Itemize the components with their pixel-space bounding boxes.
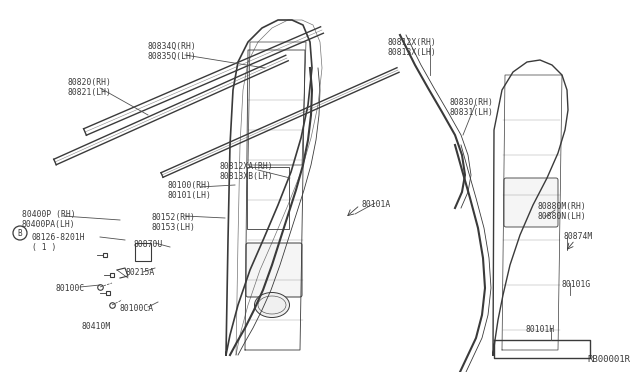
Text: 80820(RH)
80821(LH): 80820(RH) 80821(LH) [67, 78, 111, 97]
Text: 80100(RH)
80101(LH): 80100(RH) 80101(LH) [168, 181, 212, 201]
Text: 80152(RH)
80153(LH): 80152(RH) 80153(LH) [152, 213, 196, 232]
Text: 80870U: 80870U [133, 240, 163, 249]
FancyBboxPatch shape [246, 243, 302, 297]
Text: 80812X(RH)
80813X(LH): 80812X(RH) 80813X(LH) [388, 38, 436, 57]
Text: 80100CA: 80100CA [120, 304, 154, 313]
Text: 80410M: 80410M [82, 322, 111, 331]
FancyBboxPatch shape [504, 178, 558, 227]
Ellipse shape [255, 292, 289, 317]
Text: 08126-8201H
( 1 ): 08126-8201H ( 1 ) [32, 233, 86, 252]
Text: 80874M: 80874M [563, 232, 592, 241]
Text: 80830(RH)
80831(LH): 80830(RH) 80831(LH) [450, 98, 494, 118]
Text: 80100C: 80100C [55, 284, 84, 293]
Text: 80880M(RH)
80880N(LH): 80880M(RH) 80880N(LH) [537, 202, 586, 221]
Text: 80812XA(RH)
80813XB(LH): 80812XA(RH) 80813XB(LH) [220, 162, 274, 182]
Text: 80215A: 80215A [126, 268, 156, 277]
Text: 80101A: 80101A [362, 200, 391, 209]
Text: B: B [18, 228, 22, 237]
Text: 80101H: 80101H [526, 325, 556, 334]
Text: 80834Q(RH)
80835Q(LH): 80834Q(RH) 80835Q(LH) [147, 42, 196, 61]
Text: RB00001R: RB00001R [587, 355, 630, 364]
FancyBboxPatch shape [135, 243, 151, 261]
Text: 80101G: 80101G [562, 280, 591, 289]
Text: 80400P (RH)
80400PA(LH): 80400P (RH) 80400PA(LH) [22, 210, 76, 230]
